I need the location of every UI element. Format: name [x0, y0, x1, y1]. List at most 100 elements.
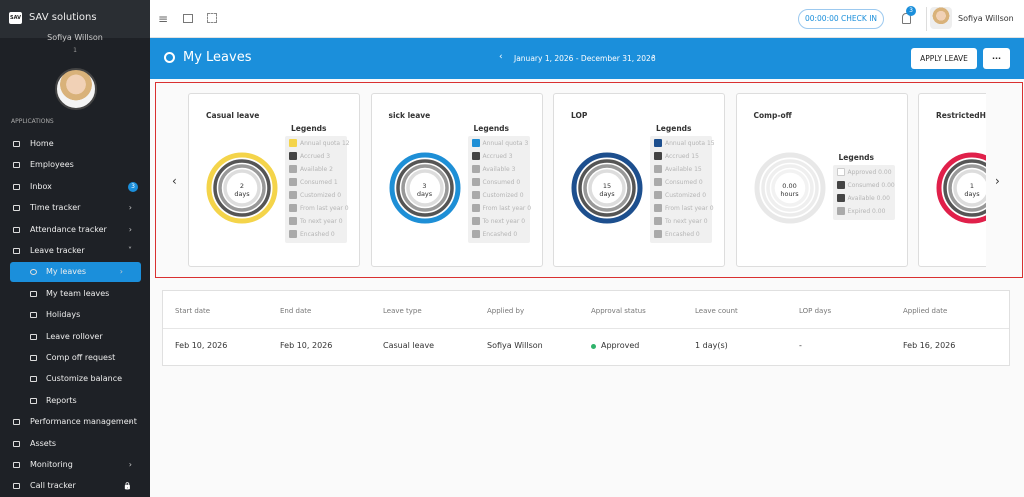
legend-text: Expired 0.00: [847, 208, 886, 215]
menu-item[interactable]: Home: [0, 134, 150, 154]
legend-text: Customized 0: [665, 192, 707, 199]
menu-item[interactable]: Attendance tracker ›: [0, 220, 150, 240]
check-in-button[interactable]: 00:00:00 CHECK IN: [798, 9, 884, 29]
table-divider: [163, 328, 1009, 329]
donut-unit: days: [416, 190, 433, 198]
layout-icon[interactable]: [183, 14, 193, 23]
menu-item[interactable]: My team leaves: [0, 284, 150, 304]
menu-label: Attendance tracker: [30, 224, 107, 234]
carousel-prev[interactable]: ‹: [172, 174, 177, 188]
menu-icon: [30, 376, 37, 383]
menu-icon: [30, 355, 37, 361]
donut-unit: days: [599, 190, 615, 198]
brand-name[interactable]: SAV solutions: [29, 12, 97, 23]
leave-card[interactable]: sick leave 3 days Legends Annual quota 3 Accr…: [370, 93, 543, 267]
donut-ring: [578, 159, 636, 217]
donut-ring: [770, 169, 809, 207]
menu-item[interactable]: Time tracker ›: [0, 198, 150, 218]
more-button[interactable]: ...: [983, 48, 1010, 69]
legend-swatch: [471, 178, 480, 186]
column-header: Applied by: [487, 307, 525, 315]
legend-text: Customized 0: [300, 192, 342, 199]
menu-item[interactable]: Performance management ›: [0, 412, 150, 432]
leave-card[interactable]: LOP 15 days Legends Annual quota 15 Accrued 1…: [553, 93, 725, 267]
donut-ring: [948, 164, 986, 212]
legend-item: Encashed 0: [289, 230, 335, 241]
legend-swatch: [471, 152, 480, 160]
menu-icon: [13, 248, 20, 254]
legend-text: Consumed 1: [300, 179, 338, 186]
menu-label: Time tracker: [30, 203, 81, 213]
menu-label: Call tracker: [30, 481, 76, 491]
menu-item[interactable]: My leaves ›: [10, 262, 141, 283]
legend-swatch: [471, 165, 480, 173]
donut-ring: [760, 159, 819, 217]
logo[interactable]: SAV: [9, 12, 22, 24]
user-id: 1: [73, 47, 77, 54]
legend-swatch: [654, 139, 662, 147]
legend-item: Consumed 1: [289, 178, 338, 189]
card-title: LOP: [571, 111, 588, 120]
menu-label: Employees: [30, 160, 74, 170]
leave-cards: Casual leave 2 days Legends Annual quota 12 A…: [186, 0, 986, 280]
menu-item[interactable]: Leave rollover: [0, 327, 150, 347]
legend-swatch: [654, 152, 662, 160]
header-avatar[interactable]: [930, 7, 952, 29]
legend-swatch: [654, 217, 662, 225]
donut-value: 2: [239, 182, 245, 190]
legend-panel: Approved 0.00 Consumed 0.00 Available 0.00…: [832, 165, 895, 220]
menu-item[interactable]: Reports: [0, 391, 150, 411]
table-cell: Feb 16, 2026: [903, 341, 956, 350]
menu-label: Assets: [30, 438, 57, 448]
page-banner: My Leaves ‹ January 1, 2026 - December 3…: [150, 38, 1024, 79]
legend-swatch: [289, 152, 297, 160]
carousel-next[interactable]: ›: [995, 174, 1000, 188]
menu-item[interactable]: Assets: [0, 434, 150, 454]
legend-text: Available 2: [300, 166, 333, 173]
menu-icon: [13, 141, 20, 147]
menu-item[interactable]: Monitoring ›: [0, 455, 150, 475]
leave-card[interactable]: Comp-off 0.00 hours Legends Approved 0.00 Con…: [735, 93, 908, 267]
prev-period[interactable]: ‹: [499, 52, 503, 62]
leave-table: [162, 290, 1010, 366]
section-label: APPLICATIONS: [11, 118, 54, 125]
legend-text: Annual quota 15: [665, 140, 715, 147]
notification-badge: 3: [906, 6, 916, 16]
legend-swatch: [471, 191, 480, 199]
legend-item: Approved 0.00: [836, 168, 892, 179]
legend-text: To next year 0: [665, 218, 708, 225]
menu-item[interactable]: Employees: [0, 155, 150, 175]
menu-item[interactable]: Inbox 3: [0, 177, 150, 197]
column-header: End date: [280, 307, 312, 315]
fullscreen-icon[interactable]: [207, 13, 217, 23]
legend-title: Legends: [656, 124, 692, 133]
legend-item: Available 0.00: [836, 194, 890, 205]
header-user-name[interactable]: Sofiya Willson: [958, 14, 1014, 23]
menu-item[interactable]: Leave tracker ˅: [0, 241, 150, 261]
menu-item[interactable]: Customize balance: [0, 369, 150, 389]
menu-icon: [13, 162, 20, 169]
donut-ring: [395, 159, 454, 217]
leave-card[interactable]: Casual leave 2 days Legends Annual quota 12 A…: [188, 93, 360, 267]
menu-icon: [13, 419, 20, 426]
menu-item[interactable]: Holidays: [0, 305, 150, 325]
column-header: Start date: [175, 307, 211, 315]
donut: [571, 152, 643, 224]
table-cell: -: [799, 341, 802, 350]
legend-swatch: [836, 194, 845, 202]
menu-item[interactable]: Comp off request: [0, 348, 150, 368]
menu-arrow: ›: [128, 417, 132, 427]
apply-leave-button[interactable]: APPLY LEAVE: [911, 48, 977, 69]
donut-ring: [213, 159, 271, 217]
menu-icon: [13, 183, 20, 190]
menu-item[interactable]: Call tracker 🔒: [0, 476, 150, 496]
legend-swatch: [836, 207, 845, 215]
legend-swatch: [289, 178, 297, 186]
menu-toggle[interactable]: ≡: [158, 12, 169, 26]
legend-text: Annual quota 3: [482, 140, 529, 147]
brand-bar: SAV SAV solutions: [0, 0, 150, 38]
donut-ring: [571, 152, 643, 224]
next-period[interactable]: ›: [652, 52, 656, 62]
menu-icon: [30, 333, 37, 340]
